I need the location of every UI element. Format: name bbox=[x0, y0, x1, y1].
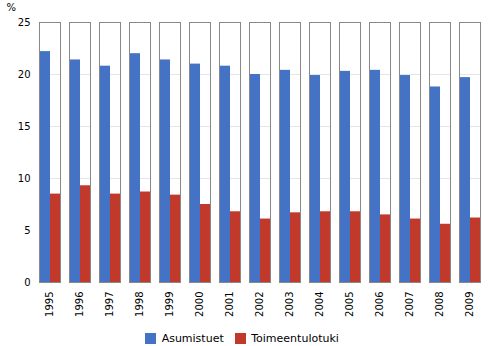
svg-text:2009: 2009 bbox=[464, 292, 475, 317]
svg-text:25: 25 bbox=[18, 17, 31, 28]
svg-text:2003: 2003 bbox=[284, 292, 295, 317]
svg-text:2004: 2004 bbox=[314, 292, 325, 317]
svg-text:5: 5 bbox=[24, 225, 30, 236]
svg-text:2002: 2002 bbox=[254, 292, 265, 317]
svg-text:1997: 1997 bbox=[104, 292, 115, 317]
html-text:Asumistuet: Asumistuet bbox=[161, 332, 224, 345]
svg-text:%: % bbox=[7, 2, 17, 13]
html-text:Toimeentulotuki: Toimeentulotuki bbox=[251, 332, 339, 345]
svg-text:1995: 1995 bbox=[44, 292, 55, 317]
svg-text:2007: 2007 bbox=[404, 292, 415, 317]
svg-text:10: 10 bbox=[18, 173, 31, 184]
svg-text:1999: 1999 bbox=[164, 292, 175, 317]
svg-text:2005: 2005 bbox=[344, 292, 355, 317]
svg-text:2006: 2006 bbox=[374, 292, 385, 317]
svg-text:1998: 1998 bbox=[134, 292, 145, 317]
svg-text:1996: 1996 bbox=[74, 292, 85, 317]
svg-text:20: 20 bbox=[18, 69, 31, 80]
svg-text:15: 15 bbox=[18, 121, 31, 132]
svg-text:0: 0 bbox=[24, 277, 30, 288]
svg-text:2000: 2000 bbox=[194, 292, 205, 317]
svg-text:2008: 2008 bbox=[434, 292, 445, 317]
svg-text:2001: 2001 bbox=[224, 292, 235, 317]
